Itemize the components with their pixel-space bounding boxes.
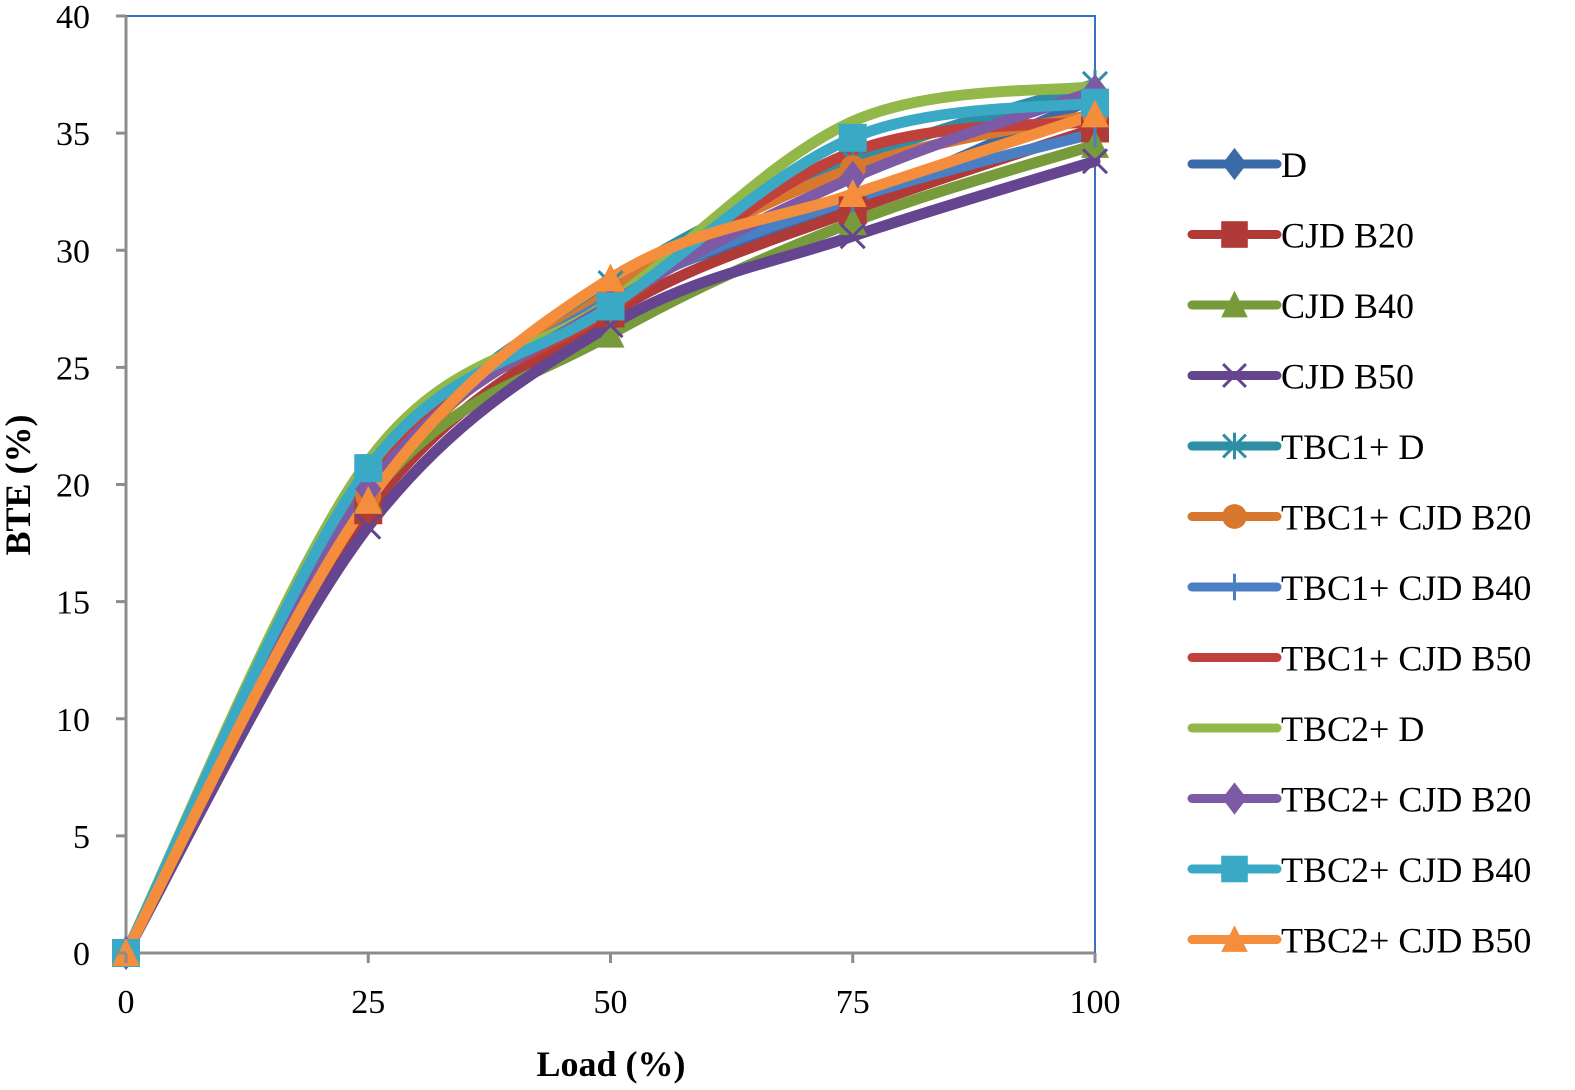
legend-marker xyxy=(1222,782,1247,815)
y-axis-title: BTE (%) xyxy=(0,414,38,555)
legend-item-3: CJD B50 xyxy=(1187,357,1414,397)
legend-label: TBC2+ CJD B20 xyxy=(1281,780,1531,820)
series-line-6 xyxy=(120,127,1101,959)
legend-label: CJD B40 xyxy=(1281,286,1414,326)
data-point-2 xyxy=(596,319,625,348)
data-point-9 xyxy=(839,160,866,195)
data-point-10 xyxy=(838,123,867,152)
legend-label: CJD B20 xyxy=(1281,216,1414,256)
legend-item-6: TBC1+ CJD B40 xyxy=(1187,568,1531,608)
legend-marker xyxy=(1221,925,1248,952)
legend-marker xyxy=(1222,147,1247,181)
legend-item-11: TBC2+ CJD B50 xyxy=(1187,921,1531,961)
series-line-10 xyxy=(120,97,1101,959)
series-line-4 xyxy=(120,78,1101,959)
data-point-11 xyxy=(354,485,383,514)
legend-label: TBC1+ CJD B40 xyxy=(1281,568,1531,608)
legend-marker xyxy=(1221,290,1248,318)
legend-marker xyxy=(1222,504,1247,529)
plot-area-border xyxy=(126,15,1096,953)
legend-label: TBC2+ D xyxy=(1281,709,1424,749)
series-line-3 xyxy=(120,155,1101,959)
data-point-3 xyxy=(839,223,866,250)
series-line-1 xyxy=(120,122,1101,959)
y-tick-label: 20 xyxy=(56,468,90,505)
data-point-3 xyxy=(1081,148,1109,175)
legend-item-7: TBC1+ CJD B50 xyxy=(1187,639,1531,679)
series-line-0 xyxy=(120,92,1101,959)
x-tick-label: 100 xyxy=(1070,984,1121,1021)
x-tick-label: 50 xyxy=(594,984,628,1021)
legend-marker xyxy=(1221,221,1248,248)
y-tick-label: 10 xyxy=(56,702,90,739)
y-tick-label: 5 xyxy=(73,819,90,856)
legend-label: TBC2+ CJD B40 xyxy=(1281,850,1531,890)
legend-item-10: TBC2+ CJD B40 xyxy=(1187,850,1531,890)
legend-label: TBC1+ D xyxy=(1281,427,1424,467)
data-point-10 xyxy=(596,292,625,321)
legend-label: D xyxy=(1281,145,1307,185)
y-tick-label: 25 xyxy=(56,350,90,387)
legend-marker xyxy=(1221,855,1248,883)
legend-label: CJD B50 xyxy=(1281,357,1414,397)
y-tick-label: 40 xyxy=(56,0,90,36)
legend-item-8: TBC2+ D xyxy=(1187,709,1424,749)
series-line-5 xyxy=(120,108,1101,959)
legend-item-2: CJD B40 xyxy=(1187,286,1414,326)
legend-item-1: CJD B20 xyxy=(1187,216,1414,256)
y-tick-label: 0 xyxy=(73,936,90,973)
x-axis-title: Load (%) xyxy=(536,1044,685,1084)
legend-item-9: TBC2+ CJD B20 xyxy=(1187,780,1531,820)
x-tick-label: 25 xyxy=(351,984,385,1021)
legend-marker xyxy=(1222,432,1247,460)
y-tick-label: 30 xyxy=(56,233,90,270)
series-line-9 xyxy=(120,85,1101,959)
legend-label: TBC2+ CJD B50 xyxy=(1281,921,1531,961)
legend-label: TBC1+ CJD B50 xyxy=(1281,639,1531,679)
data-point-3 xyxy=(355,513,382,540)
legend: D CJD B20 CJD B40 CJD B50 TBC1+ D TBC1+ CJD B… xyxy=(1187,145,1531,961)
legend-item-5: TBC1+ CJD B20 xyxy=(1187,498,1531,538)
legend-item-4: TBC1+ D xyxy=(1187,427,1424,467)
legend-marker xyxy=(1222,363,1247,388)
y-tick-label: 35 xyxy=(56,116,90,153)
legend-item-0: D xyxy=(1187,145,1307,185)
legend-label: TBC1+ CJD B20 xyxy=(1281,498,1531,538)
y-tick-label: 15 xyxy=(56,585,90,622)
series-line-8 xyxy=(120,80,1101,959)
data-point-11 xyxy=(596,263,625,292)
series-line-7 xyxy=(120,115,1101,959)
x-tick-label: 0 xyxy=(118,984,135,1021)
data-point-10 xyxy=(354,454,383,483)
data-point-11 xyxy=(1081,99,1109,128)
data-point-11 xyxy=(838,179,867,208)
series-line-11 xyxy=(120,108,1101,959)
x-tick-label: 75 xyxy=(836,984,870,1021)
